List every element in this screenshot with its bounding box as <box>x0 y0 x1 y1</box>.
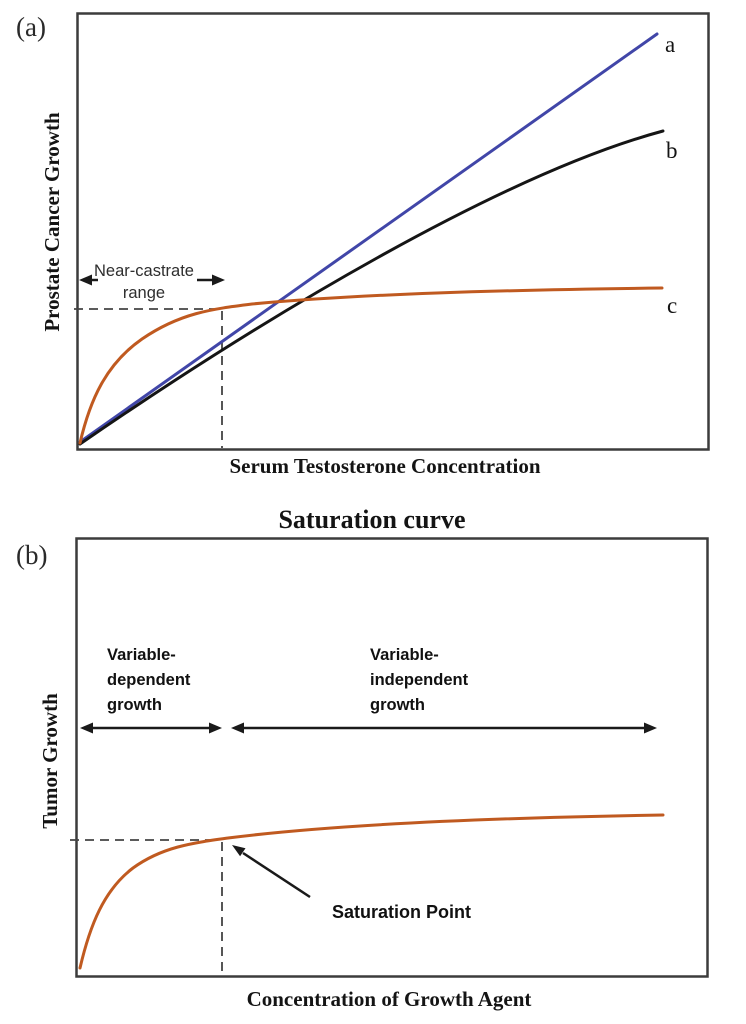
dependent-range-left-arrowhead-icon <box>80 722 93 734</box>
panel-a-prostate-chart: (a) Prostate Cancer Growth Serum Testost… <box>16 12 710 478</box>
variable-dependent-line2: dependent <box>107 671 191 689</box>
near-castrate-right-arrowhead-icon <box>212 274 225 286</box>
panel-b-plot-frame <box>75 537 709 978</box>
saturation-pointer-arrow-line <box>242 851 311 899</box>
panel-b-label: (b) <box>16 540 47 570</box>
curve-b-concave <box>78 129 665 446</box>
variable-independent-line1: Variable- <box>370 646 439 664</box>
saturation-pointer-arrowhead-icon <box>232 845 246 857</box>
panel-b-saturation-chart: Saturation curve (b) Tumor Growth Concen… <box>16 505 709 1011</box>
panel-a-y-axis-label: Prostate Cancer Growth <box>40 112 64 332</box>
variable-dependent-line1: Variable- <box>107 646 176 664</box>
variable-independent-line3: growth <box>370 696 425 714</box>
panel-a-plot-frame <box>76 12 710 451</box>
panel-b-x-axis-label: Concentration of Growth Agent <box>247 987 532 1011</box>
panel-a-x-axis-label: Serum Testosterone Concentration <box>229 454 540 478</box>
saturation-curve <box>78 813 665 970</box>
variable-independent-line2: independent <box>370 671 469 689</box>
near-castrate-annotation-line1: Near-castrate <box>94 262 194 280</box>
panel-b-title: Saturation curve <box>278 505 465 534</box>
dependent-range-right-arrowhead-icon <box>209 722 222 734</box>
variable-dependent-line3: growth <box>107 696 162 714</box>
panel-b-y-axis-label: Tumor Growth <box>38 693 62 829</box>
near-castrate-annotation-line2: range <box>123 284 165 302</box>
curve-a-linear <box>78 32 659 444</box>
near-castrate-left-arrowhead-icon <box>79 274 92 286</box>
curve-c-letter: c <box>667 293 677 318</box>
curve-c-saturation <box>78 286 664 445</box>
saturation-point-label: Saturation Point <box>332 902 471 922</box>
curve-a-letter: a <box>665 32 675 57</box>
curve-b-letter: b <box>666 138 678 163</box>
panel-a-label: (a) <box>16 12 46 42</box>
independent-range-right-arrowhead-icon <box>644 722 657 734</box>
independent-range-left-arrowhead-icon <box>231 722 244 734</box>
